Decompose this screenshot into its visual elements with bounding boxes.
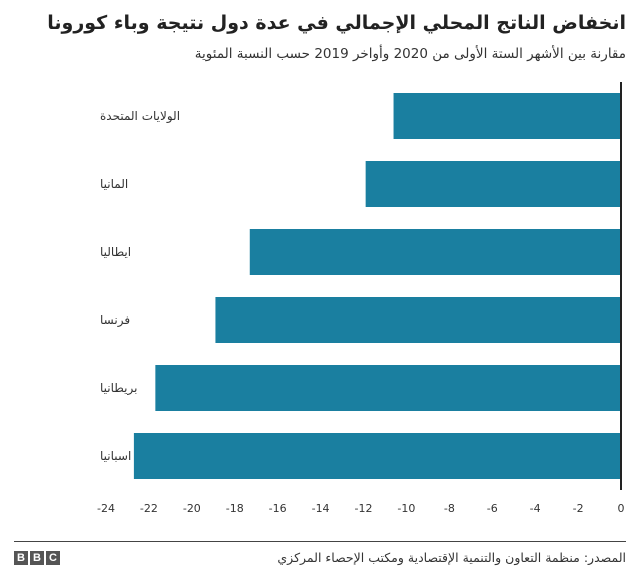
x-tick-label: -20: [183, 502, 201, 515]
chart-title: انخفاض الناتج المحلي الإجمالي في عدة دول…: [47, 12, 626, 34]
category-label: اسبانيا: [100, 449, 131, 463]
category-label: ايطاليا: [100, 245, 131, 259]
x-tick-label: 0: [618, 502, 625, 515]
bar: [393, 93, 621, 139]
x-tick-label: -16: [269, 502, 287, 515]
x-tick-label: -24: [97, 502, 115, 515]
category-label: المانيا: [100, 177, 128, 191]
footer-divider: [14, 541, 626, 542]
bar: [155, 365, 621, 411]
bbc-logo: B B C: [14, 551, 60, 565]
bar: [365, 161, 621, 207]
x-tick-label: -22: [140, 502, 158, 515]
logo-letter: B: [30, 551, 44, 565]
category-label: بريطانيا: [100, 381, 137, 396]
bar: [133, 433, 622, 479]
x-tick-label: -12: [355, 502, 373, 515]
bar: [215, 297, 621, 343]
logo-letter: C: [46, 551, 60, 565]
chart-subtitle: مقارنة بين الأشهر الستة الأولى من 2020 و…: [194, 46, 626, 62]
logo-letter: B: [14, 551, 28, 565]
bar: [249, 229, 622, 275]
x-tick-label: -18: [226, 502, 244, 515]
x-tick-label: -10: [397, 502, 415, 515]
x-tick-label: -6: [487, 502, 498, 515]
x-tick-label: -8: [444, 502, 455, 515]
x-tick-label: -14: [312, 502, 330, 515]
category-label: الولايات المتحدة: [100, 109, 180, 124]
x-tick-label: -2: [573, 502, 584, 515]
source-note: المصدر: منظمة التعاون والتنمية الإقتصادي…: [277, 550, 626, 565]
x-tick-label: -4: [530, 502, 541, 515]
category-label: فرنسا: [100, 313, 130, 328]
